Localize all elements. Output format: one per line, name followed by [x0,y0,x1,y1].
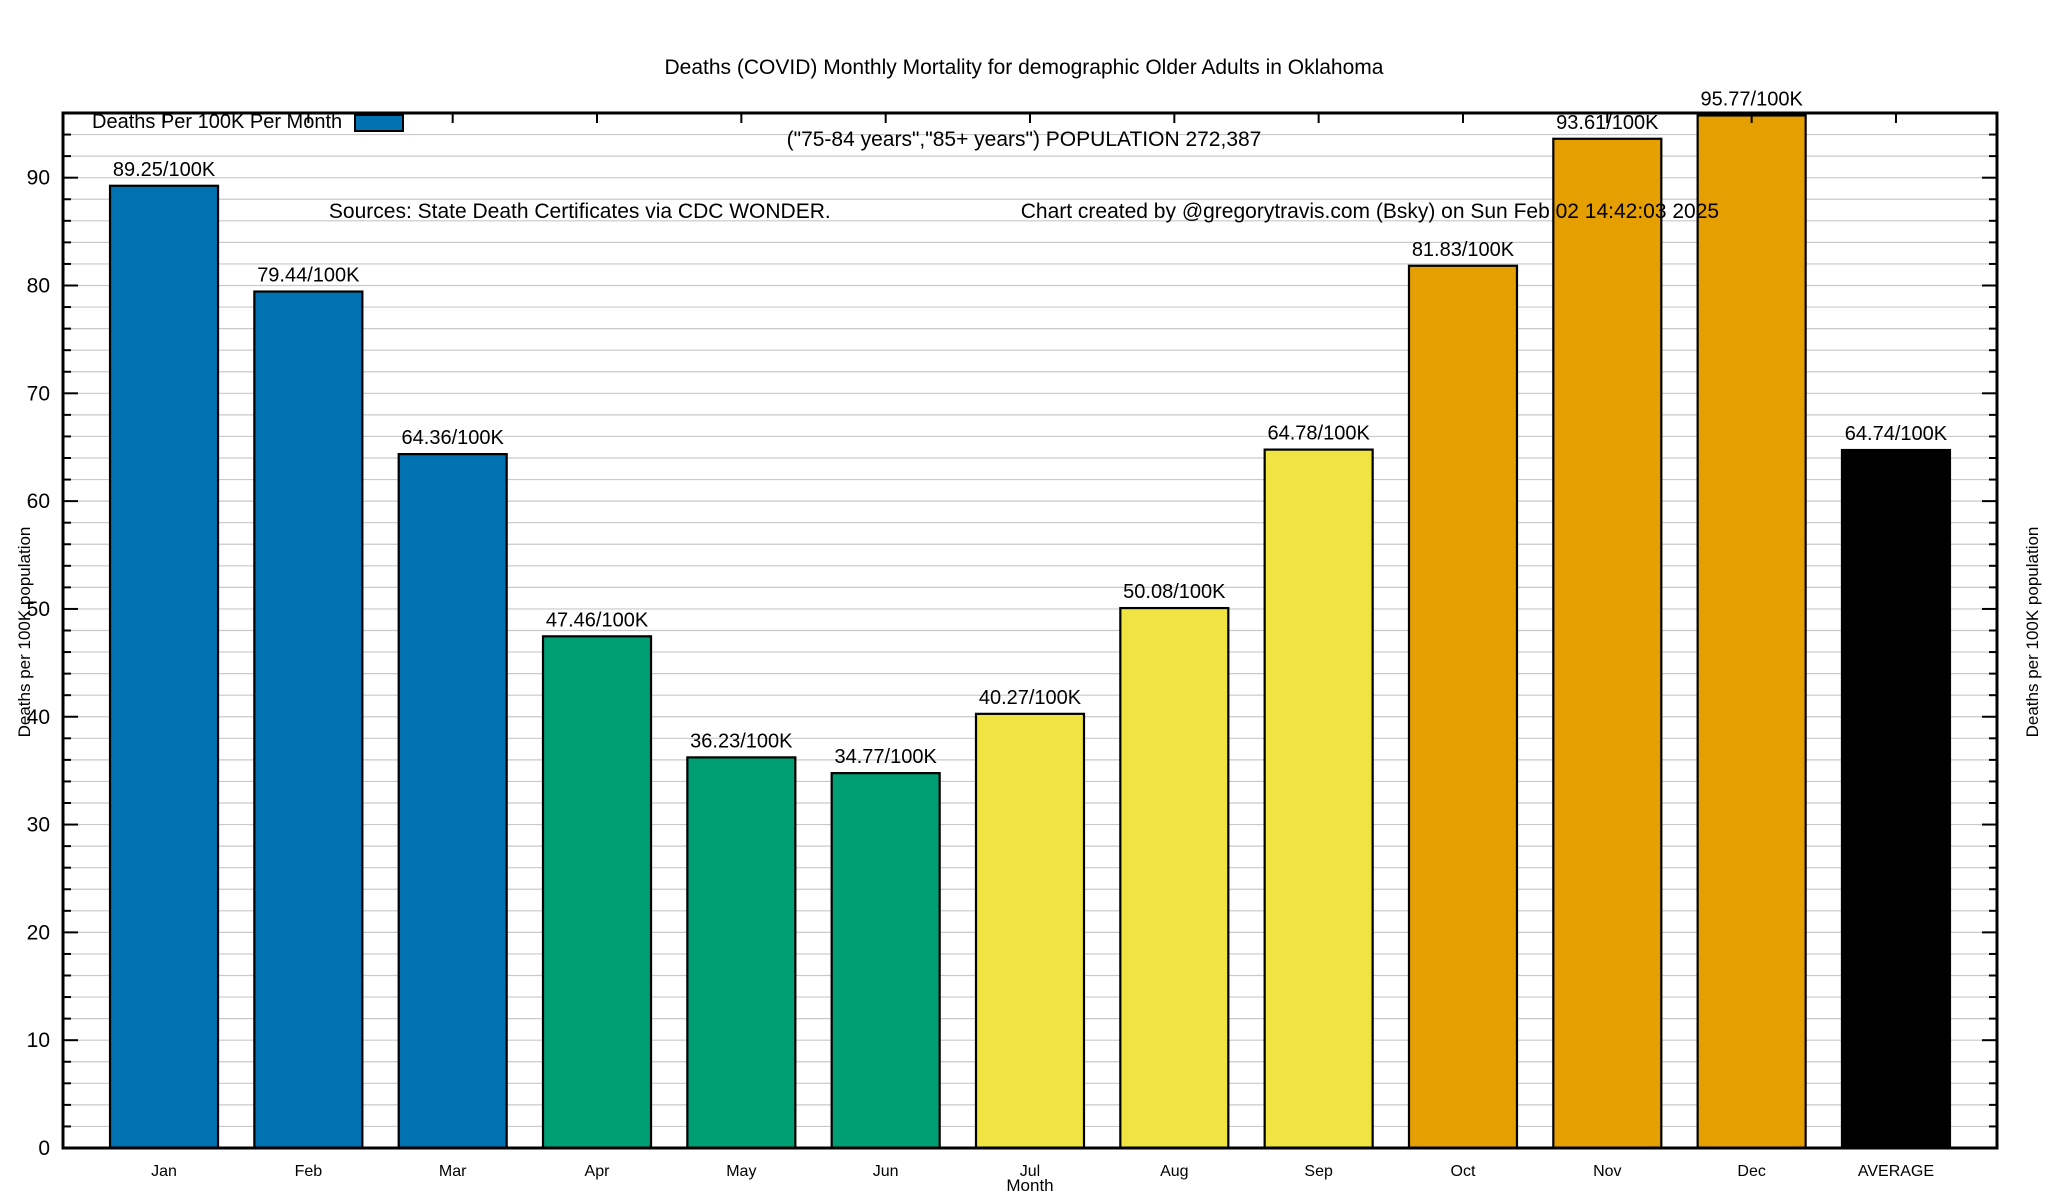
bar-value-label: 79.44/100K [257,265,360,287]
bar-Dec [1696,114,1807,1150]
bar-Jun [830,772,941,1150]
bar-value-label: 64.78/100K [1267,423,1370,445]
bar-Sep [1263,448,1374,1150]
y-axis-label-right: Deaths per 100K population [2023,526,2042,738]
legend-swatch [354,113,405,132]
y-tick-label: 90 [27,167,50,190]
bar-value-label: 34.77/100K [835,746,938,768]
y-tick-label: 20 [27,921,50,944]
x-tick-label: Oct [1451,1163,1476,1180]
bar-value-label: 36.23/100K [690,730,793,752]
bar-value-label: 81.83/100K [1412,239,1515,261]
x-tick-label: AVERAGE [1858,1163,1934,1180]
bar-value-label: 47.46/100K [546,609,649,631]
y-tick-label: 0 [38,1137,50,1160]
bar-Nov [1552,137,1663,1150]
x-tick-label: Dec [1737,1163,1765,1180]
bar-Jul [974,712,1086,1150]
chart-title: Deaths (COVID) Monthly Mortality for dem… [664,56,1384,79]
bar-Feb [253,290,364,1150]
bar-Aug [1119,606,1230,1150]
x-tick-label: Sep [1304,1163,1333,1180]
bar-value-label: 50.08/100K [1123,581,1226,603]
y-tick-label: 70 [27,382,50,405]
bar-Oct [1407,264,1519,1150]
bar-value-label: 93.61/100K [1556,112,1659,134]
chart-subtitle: ("75-84 years","85+ years") POPULATION 2… [786,128,1262,151]
bar-Mar [397,453,508,1150]
bar-May [686,756,797,1150]
x-tick-label: Jul [1020,1163,1040,1180]
legend: Deaths Per 100K Per Month [92,111,405,134]
bar-Jan [108,184,220,1150]
bar-value-label: 89.25/100K [113,159,216,181]
bar-value-label: 95.77/100K [1700,88,1803,110]
sources-note: Sources: State Death Certificates via CD… [328,200,831,223]
title-block: Deaths (COVID) Monthly Mortality for dem… [0,8,2048,272]
x-tick-label: Jun [873,1163,899,1180]
bar-AVERAGE [1840,448,1952,1150]
x-axis-label: Month [1006,1176,1054,1195]
chart-source-line: Sources: State Death Certificates via CD… [0,200,2048,224]
credit-note: Chart created by @gregorytravis.com (Bsk… [1020,200,1720,223]
bar-value-label: 64.36/100K [402,427,505,449]
bar-value-label: 64.74/100K [1845,423,1948,445]
bar-value-label: 40.27/100K [979,687,1082,709]
x-tick-label: Nov [1593,1163,1621,1180]
y-tick-label: 80 [27,275,50,298]
y-tick-label: 30 [27,814,50,837]
x-tick-label: Apr [585,1163,611,1180]
y-tick-label: 50 [27,598,50,621]
y-tick-label: 10 [27,1029,50,1052]
x-tick-label: Jan [151,1163,177,1180]
y-tick-label: 60 [27,490,50,513]
x-tick-label: Aug [1160,1163,1188,1180]
y-tick-label: 40 [27,706,50,729]
legend-label: Deaths Per 100K Per Month [92,111,343,133]
x-tick-label: Mar [439,1163,467,1180]
x-tick-label: May [726,1163,756,1180]
x-tick-label: Feb [295,1163,323,1180]
y-axis-label-left: Deaths per 100K population [15,526,34,738]
bar-Apr [541,635,653,1150]
